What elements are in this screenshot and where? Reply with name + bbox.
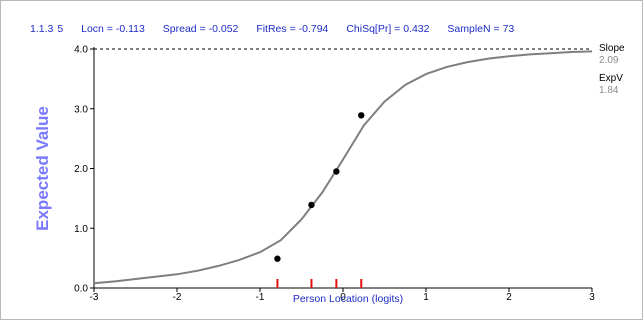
y-tick-label: 1.0 xyxy=(74,224,88,235)
observed-point xyxy=(274,255,281,262)
header-item: 1.1.3 5 xyxy=(30,23,64,35)
side-panel: Slope 2.09 ExpV 1.84 xyxy=(599,43,643,97)
x-tick-label: 3 xyxy=(589,292,595,303)
x-tick-label: -1 xyxy=(256,292,265,303)
slope-label: Slope xyxy=(599,43,625,54)
expv-value: 1.84 xyxy=(599,85,619,96)
x-tick-label: 1 xyxy=(423,292,429,303)
header-spread: Spread = -0.052 xyxy=(162,23,239,35)
y-axis-label: Expected Value xyxy=(33,106,52,231)
y-tick-label: 0.0 xyxy=(74,284,88,295)
x-tick-label: -3 xyxy=(90,292,99,303)
x-tick-label: 2 xyxy=(506,292,512,303)
x-tick-label: -2 xyxy=(173,292,182,303)
observed-point xyxy=(308,201,315,209)
observed-point xyxy=(358,112,365,119)
expected-value-curve xyxy=(93,50,593,285)
header-chisq: ChiSq[Pr] = 0.432 xyxy=(346,23,430,35)
observed-point xyxy=(333,168,340,175)
expv-label: ExpV xyxy=(599,73,623,84)
y-tick-label: 2.0 xyxy=(74,164,88,175)
header-locn: Locn = -0.113 xyxy=(81,23,145,35)
y-tick-label: 4.0 xyxy=(74,45,88,56)
y-tick-label: 3.0 xyxy=(74,104,88,115)
chart-header: 1.1.3 5 Locn = -0.113 Spread = -0.052 Fit… xyxy=(30,23,529,37)
x-axis-label: Person Location (logits) xyxy=(293,293,403,305)
header-samplen: SampleN = 73 xyxy=(447,23,515,35)
x-tick-label: 0 xyxy=(340,292,346,303)
header-fitres: FitRes = -0.794 xyxy=(256,23,329,35)
slope-value: 2.09 xyxy=(599,55,619,66)
